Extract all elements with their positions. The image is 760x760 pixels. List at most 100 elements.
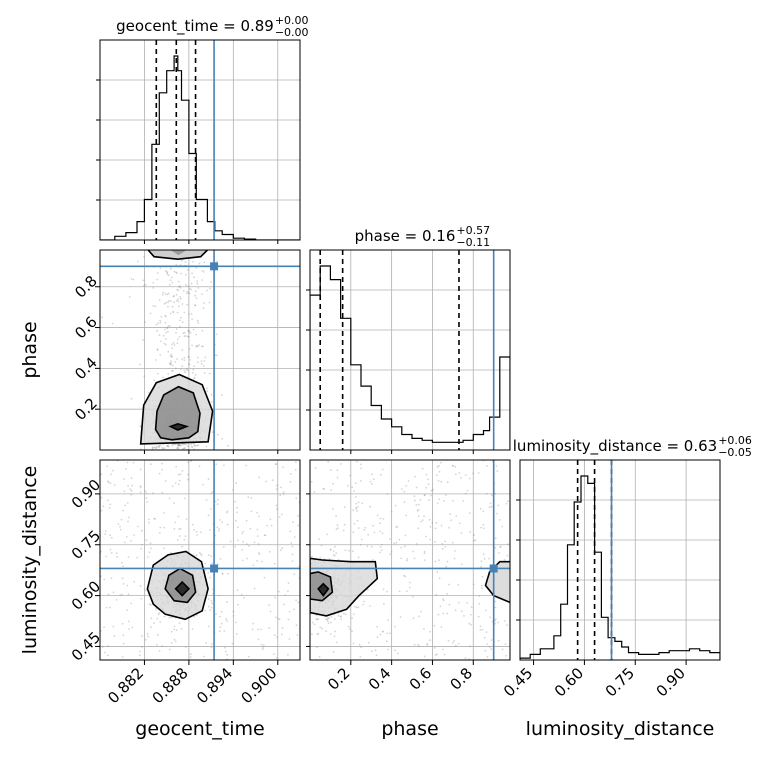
sample-point xyxy=(356,510,358,512)
sample-point xyxy=(437,479,440,482)
sample-point xyxy=(250,510,253,513)
sample-point xyxy=(361,502,364,505)
sample-point xyxy=(495,465,498,467)
sample-point xyxy=(206,387,208,390)
sample-point xyxy=(274,463,277,466)
sample-point xyxy=(121,622,124,625)
sample-point xyxy=(316,646,318,649)
sample-point xyxy=(153,517,156,520)
sample-point xyxy=(419,498,422,501)
sample-point xyxy=(139,425,142,428)
sample-point xyxy=(107,481,110,484)
sample-point xyxy=(178,622,181,625)
sample-point xyxy=(218,615,221,618)
sample-point xyxy=(218,527,221,530)
sample-point xyxy=(163,547,165,550)
frame-group xyxy=(516,459,721,661)
sample-point xyxy=(488,557,490,560)
sample-point xyxy=(423,559,426,561)
sample-point xyxy=(472,472,474,475)
sample-point xyxy=(454,465,457,468)
sample-point xyxy=(458,472,461,474)
sample-point xyxy=(139,585,142,587)
sample-point xyxy=(112,591,115,594)
sample-point xyxy=(444,540,446,543)
scatter-panel-phase-luminosity_distance xyxy=(292,460,510,660)
sample-point xyxy=(260,560,263,563)
sample-point xyxy=(477,615,480,618)
sample-point xyxy=(159,321,162,324)
sample-point xyxy=(452,499,454,502)
sample-point xyxy=(302,581,304,583)
sample-point xyxy=(139,491,142,494)
sample-point xyxy=(445,494,447,496)
sample-point xyxy=(223,464,225,467)
sample-point xyxy=(188,292,191,295)
sample-point xyxy=(403,501,406,504)
sample-point xyxy=(446,592,449,595)
sample-point xyxy=(252,564,255,567)
x-axis-label-phase: phase xyxy=(381,718,438,740)
sample-point xyxy=(104,651,106,654)
sample-point xyxy=(433,647,436,649)
sample-point xyxy=(242,530,245,533)
sample-point xyxy=(450,519,452,522)
sample-point xyxy=(221,572,224,575)
sample-point xyxy=(221,573,224,575)
sample-point xyxy=(280,513,283,516)
sample-point xyxy=(196,280,199,283)
sample-point xyxy=(201,269,204,272)
sample-point xyxy=(403,490,406,493)
sample-point xyxy=(415,503,418,506)
sample-point xyxy=(167,305,169,308)
sample-point xyxy=(480,560,483,563)
sample-point xyxy=(226,510,229,513)
sample-point xyxy=(139,486,142,489)
sample-point xyxy=(195,554,198,557)
sample-point xyxy=(442,598,444,600)
sample-point xyxy=(210,281,213,283)
sample-point xyxy=(337,614,340,617)
sample-point xyxy=(217,498,219,501)
sample-point xyxy=(173,344,176,347)
sample-point xyxy=(310,480,313,483)
sample-point xyxy=(192,442,195,445)
sample-point xyxy=(347,625,350,628)
sample-point xyxy=(460,563,463,566)
sample-point xyxy=(189,331,192,334)
sample-point xyxy=(195,444,198,447)
hist-step-geocent_time xyxy=(100,55,300,240)
sample-point xyxy=(325,630,327,633)
sample-point xyxy=(166,273,169,276)
sample-point xyxy=(173,270,176,273)
sample-point xyxy=(412,617,415,620)
sample-point xyxy=(291,553,294,556)
sample-point xyxy=(358,527,360,529)
sample-point xyxy=(237,603,240,606)
sample-point xyxy=(205,642,208,644)
sample-point xyxy=(193,377,195,380)
sample-point xyxy=(122,642,125,645)
sample-point xyxy=(282,466,284,469)
sample-point xyxy=(441,547,444,550)
sample-point xyxy=(167,292,170,295)
sample-point xyxy=(198,456,200,458)
sample-point xyxy=(303,578,305,580)
sample-point xyxy=(131,484,134,487)
sample-point xyxy=(195,297,198,299)
sample-point xyxy=(137,260,139,263)
sample-point xyxy=(147,518,150,521)
y-tick-label: 0.90 xyxy=(68,476,104,512)
sample-point xyxy=(381,630,384,633)
sample-point xyxy=(201,279,204,281)
sample-point xyxy=(448,583,450,586)
sample-point xyxy=(340,618,343,621)
sample-point xyxy=(106,465,108,468)
sample-point xyxy=(157,613,160,616)
sample-point xyxy=(307,583,309,585)
sample-point xyxy=(292,583,294,585)
sample-point xyxy=(295,590,297,592)
sample-point xyxy=(167,350,170,353)
sample-point xyxy=(145,497,148,500)
title-lower-error-phase: −0.11 xyxy=(456,236,490,249)
